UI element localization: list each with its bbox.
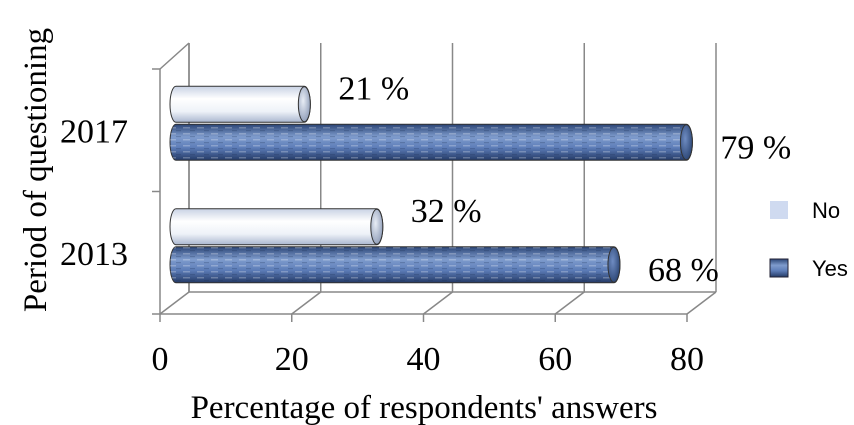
bar-end-cap: [679, 124, 693, 161]
bar-yes: [169, 246, 621, 284]
legend-label: Yes: [812, 256, 848, 281]
floor-line: [686, 291, 717, 315]
bar-body: [169, 208, 384, 246]
floor-line: [554, 291, 585, 315]
floor-line: [423, 291, 453, 315]
legend-swatch-yes: [769, 258, 789, 278]
x-tick-label: 20: [275, 341, 309, 378]
bar-end-cap: [370, 208, 384, 245]
x-tick-label: 60: [538, 341, 572, 378]
bar-yes: [169, 123, 693, 161]
y-tick-label: 2013: [60, 236, 128, 273]
bar-end-cap: [607, 246, 621, 283]
legend-item-yes: Yes: [769, 256, 848, 281]
bar-no: [169, 85, 311, 123]
bar-body: [169, 85, 311, 123]
data-label: 68 %: [648, 252, 719, 289]
x-axis-label: Percentage of respondents' answers: [191, 390, 658, 425]
legend-label: No: [812, 198, 840, 223]
floor-line: [291, 291, 322, 315]
bar-texture: [170, 246, 620, 283]
legend-item-no: No: [770, 198, 840, 223]
x-tick-label: 40: [407, 341, 441, 378]
bar-texture: [170, 124, 693, 161]
x-tick-label: 80: [670, 341, 704, 378]
data-label: 32 %: [411, 193, 482, 230]
x-tick-label: 0: [152, 341, 169, 378]
top-depth-edge: [159, 42, 190, 70]
y-tick-label: 2017: [60, 113, 128, 150]
data-label: 21 %: [338, 70, 409, 107]
legend-swatch-no: [770, 201, 788, 219]
bar-end-cap: [297, 86, 311, 123]
axes: [152, 42, 716, 322]
bar-no: [169, 208, 384, 246]
y-axis-label: Period of questioning: [18, 28, 54, 312]
bars: [169, 85, 693, 284]
floor-line: [159, 291, 190, 315]
tick-labels: 0 20 40 60 80 2013 2017: [60, 113, 704, 378]
legend: No Yes: [769, 198, 848, 281]
data-labels: 32 % 21 % 68 % 79 %: [338, 70, 791, 289]
data-label: 79 %: [720, 129, 791, 166]
